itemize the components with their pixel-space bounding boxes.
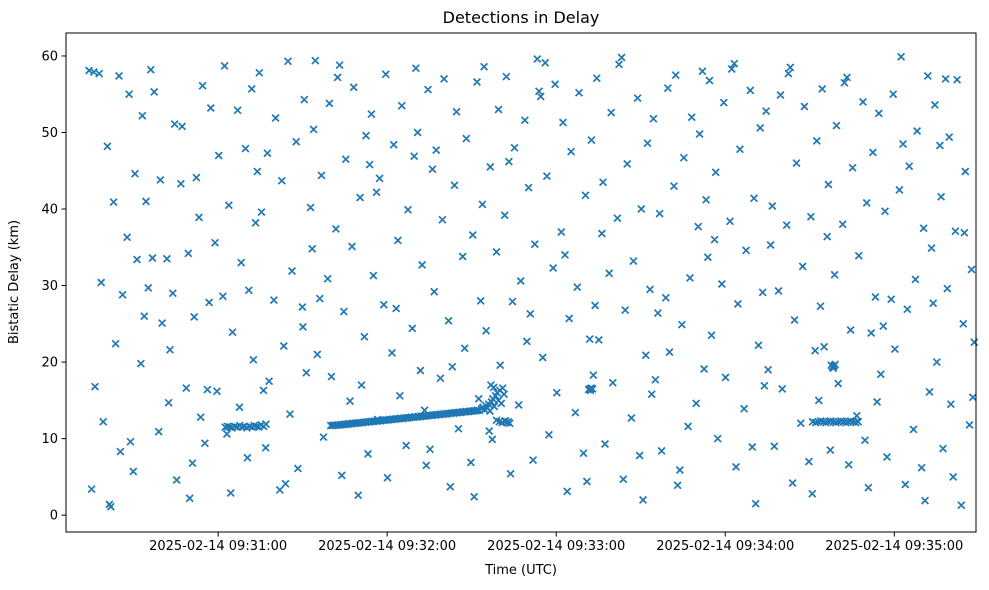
x-tick-label: 2025-02-14 09:35:00 xyxy=(825,539,963,554)
scatter-markers xyxy=(85,52,979,511)
y-tick-label: 40 xyxy=(41,203,58,218)
x-tick-label: 2025-02-14 09:31:00 xyxy=(149,539,287,554)
x-tick-label: 2025-02-14 09:32:00 xyxy=(318,539,456,554)
y-tick-label: 30 xyxy=(41,279,58,294)
y-tick-label: 60 xyxy=(41,49,58,64)
y-tick-label: 10 xyxy=(41,432,58,447)
chart-title: Detections in Delay xyxy=(443,8,600,27)
x-tick-label: 2025-02-14 09:33:00 xyxy=(487,539,625,554)
y-tick-label: 0 xyxy=(50,509,58,524)
y-tick-label: 20 xyxy=(41,356,58,371)
x-tick-label: 2025-02-14 09:34:00 xyxy=(656,539,794,554)
x-axis-label: Time (UTC) xyxy=(484,563,557,578)
y-axis-label: Bistatic Delay (km) xyxy=(7,220,22,344)
y-tick-label: 50 xyxy=(41,126,58,141)
plot-border xyxy=(65,32,977,533)
plot-area: 2025-02-14 09:31:00 2025-02-14 09:32:00 20… xyxy=(41,32,979,554)
